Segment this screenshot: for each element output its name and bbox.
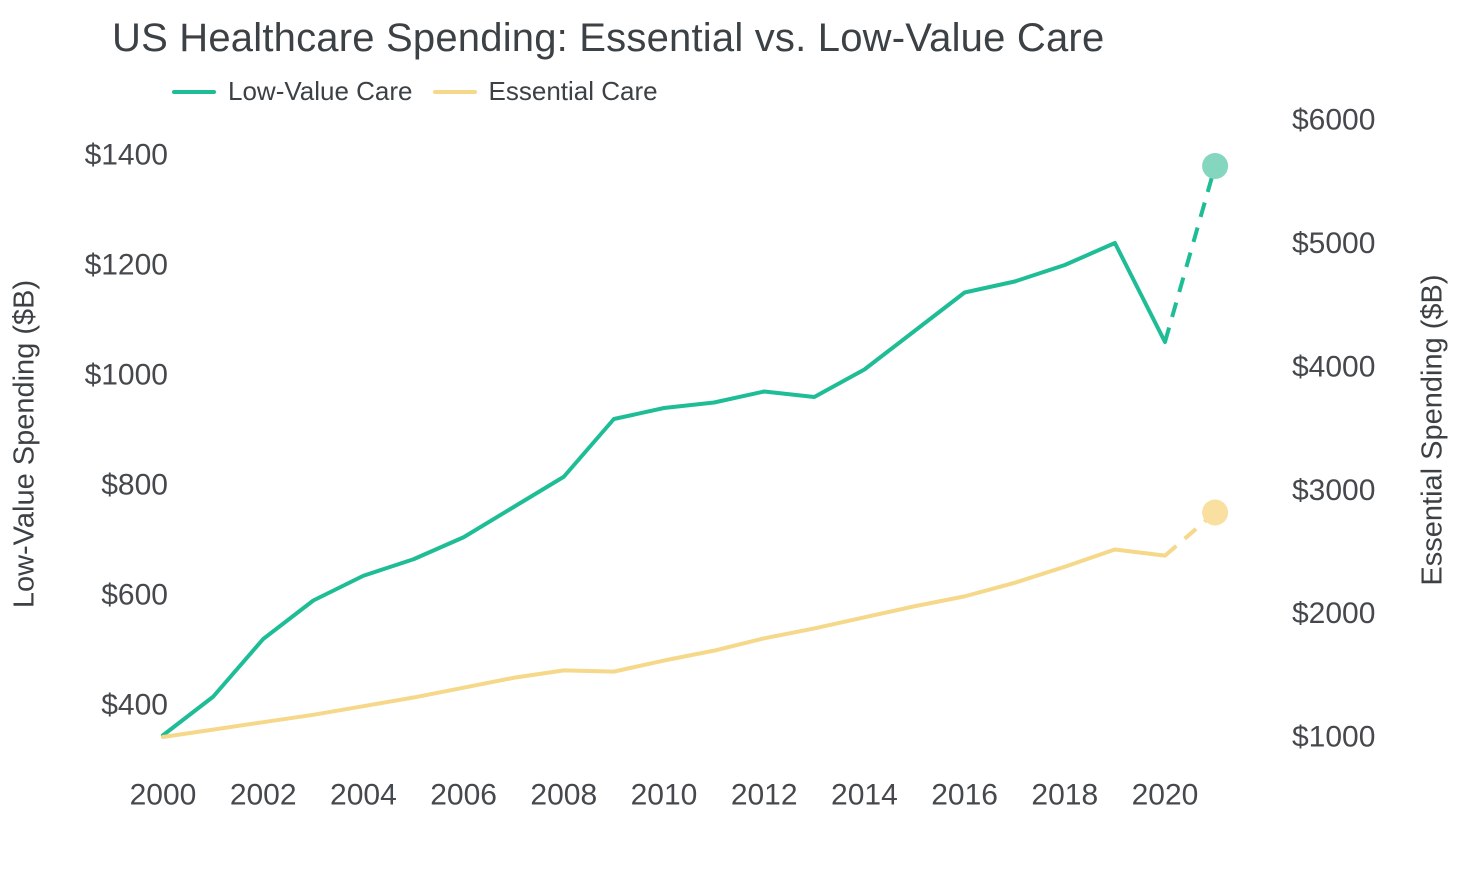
chart-title: US Healthcare Spending: Essential vs. Lo… xyxy=(112,16,1105,60)
right-axis-tick-label: $6000 xyxy=(1292,104,1375,137)
right-axis-tick-label: $1000 xyxy=(1292,721,1375,754)
x-axis-tick-label: 2018 xyxy=(1031,779,1098,812)
x-axis-tick-label: 2008 xyxy=(530,779,597,812)
left-axis-tick-label: $1000 xyxy=(85,359,168,392)
left-axis-tick-label: $800 xyxy=(101,469,168,502)
right-axis-tick-label: $4000 xyxy=(1292,350,1375,383)
right-axis-tick-label: $2000 xyxy=(1292,597,1375,630)
legend-label: Low-Value Care xyxy=(228,76,413,106)
legend-swatch-low-value-care xyxy=(172,89,216,94)
right-axis-tick-label: $5000 xyxy=(1292,227,1375,260)
left-axis-tick-label: $400 xyxy=(101,689,168,722)
left-axis-tick-label: $1400 xyxy=(85,139,168,172)
essential-care-projection-dot xyxy=(1202,499,1229,526)
right-axis-tick-label: $3000 xyxy=(1292,474,1375,507)
legend-label: Essential Care xyxy=(488,76,658,106)
x-axis-tick-label: 2002 xyxy=(230,779,297,812)
legend-swatch-essential-care xyxy=(432,89,477,94)
essential-care-line xyxy=(161,547,1167,739)
x-axis-tick-label: 2014 xyxy=(831,779,898,812)
x-axis-tick-label: 2012 xyxy=(731,779,798,812)
x-axis-tick-label: 2020 xyxy=(1132,779,1199,812)
legend-item-low-value-care: Low-Value Care xyxy=(172,76,413,107)
legend-item-essential-care: Essential Care xyxy=(432,76,658,107)
x-axis-tick-label: 2004 xyxy=(330,779,397,812)
x-axis-tick-label: 2010 xyxy=(631,779,698,812)
legend: Low-Value Care Essential Care xyxy=(172,76,658,107)
low-value-care-projection-dot xyxy=(1202,153,1229,179)
low-value-care-projection-line xyxy=(1163,165,1218,343)
x-axis-tick-label: 2000 xyxy=(130,779,197,812)
low-value-care-line xyxy=(161,241,1167,738)
left-axis-tick-label: $600 xyxy=(101,579,168,612)
left-axis-tick-label: $1200 xyxy=(85,249,168,282)
x-axis-tick-label: 2006 xyxy=(430,779,497,812)
x-axis-tick-label: 2016 xyxy=(931,779,998,812)
